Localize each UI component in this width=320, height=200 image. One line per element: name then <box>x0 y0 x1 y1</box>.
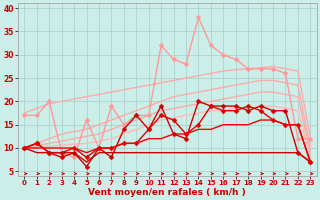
X-axis label: Vent moyen/en rafales ( km/h ): Vent moyen/en rafales ( km/h ) <box>88 188 246 197</box>
